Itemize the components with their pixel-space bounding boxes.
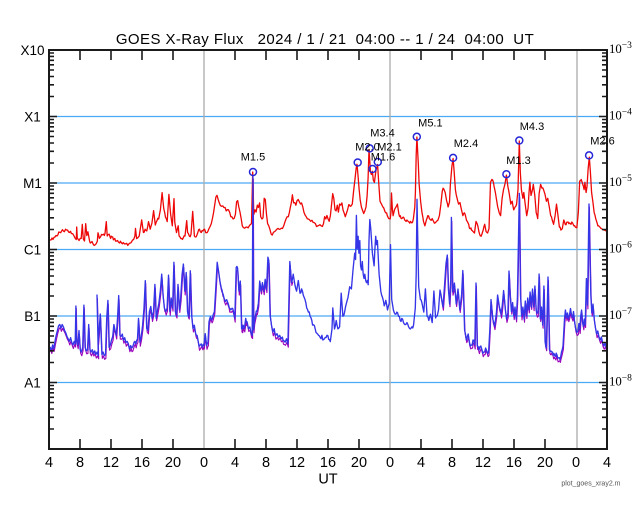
svg-text:4: 4: [603, 455, 611, 471]
svg-text:A1: A1: [24, 375, 41, 390]
svg-text:M3.4: M3.4: [370, 128, 394, 140]
svg-text:B1: B1: [24, 309, 41, 324]
svg-text:C1: C1: [24, 242, 41, 257]
svg-text:X1: X1: [24, 109, 41, 124]
svg-text:X10: X10: [20, 43, 44, 58]
svg-text:M1: M1: [23, 176, 42, 191]
svg-text:M2.1: M2.1: [377, 142, 401, 154]
svg-text:0: 0: [572, 455, 580, 471]
svg-text:4: 4: [231, 455, 239, 471]
svg-text:8: 8: [448, 455, 456, 471]
svg-text:plot_goes_xray2.m: plot_goes_xray2.m: [561, 481, 620, 488]
svg-text:M5.1: M5.1: [418, 118, 442, 130]
svg-text:GOES X-Ray Flux 2024 / 1 / 2: GOES X-Ray Flux 2024 / 1 / 21 04:00 -- 1…: [116, 31, 534, 48]
svg-text:0: 0: [386, 455, 394, 471]
svg-text:20: 20: [351, 455, 367, 471]
svg-text:8: 8: [76, 455, 84, 471]
svg-text:16: 16: [506, 455, 522, 471]
svg-text:4: 4: [45, 455, 53, 471]
svg-text:12: 12: [475, 455, 491, 471]
svg-text:0: 0: [200, 455, 208, 471]
svg-text:16: 16: [320, 455, 336, 471]
svg-text:M2.0: M2.0: [355, 142, 379, 154]
svg-text:M1.6: M1.6: [371, 151, 395, 163]
svg-text:M1.3: M1.3: [506, 155, 530, 167]
svg-text:12: 12: [289, 455, 305, 471]
svg-text:20: 20: [165, 455, 181, 471]
svg-text:12: 12: [103, 455, 119, 471]
svg-text:8: 8: [262, 455, 270, 471]
svg-text:4: 4: [417, 455, 425, 471]
svg-text:M2.4: M2.4: [454, 138, 478, 150]
svg-text:M2.6: M2.6: [590, 136, 614, 148]
svg-text:16: 16: [134, 455, 150, 471]
svg-text:M1.5: M1.5: [241, 151, 265, 163]
svg-text:20: 20: [537, 455, 553, 471]
svg-text:M4.3: M4.3: [520, 121, 544, 133]
svg-text:UT: UT: [318, 472, 337, 488]
